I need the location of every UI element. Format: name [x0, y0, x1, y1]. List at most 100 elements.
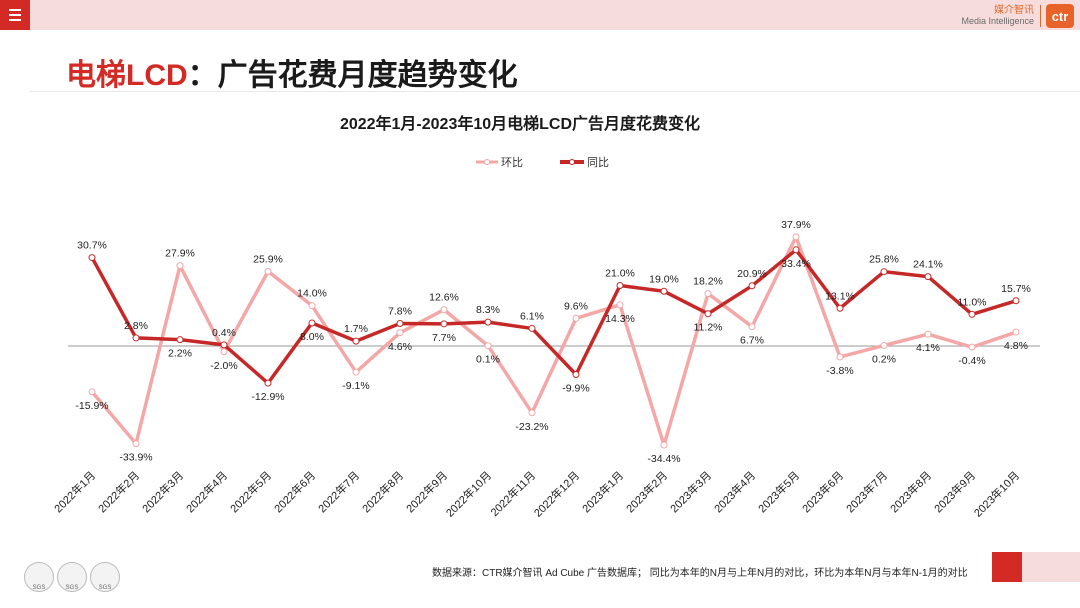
certification-badges: SGS SGS SGS	[24, 562, 120, 592]
data-point-yoy	[484, 318, 492, 326]
data-point-yoy	[968, 310, 976, 318]
data-point-yoy	[1012, 297, 1020, 305]
x-tick-label: 2023年6月	[799, 468, 846, 515]
data-point-yoy	[616, 282, 624, 290]
data-point-mom	[88, 388, 96, 396]
data-point-mom	[440, 306, 448, 314]
data-label-mom: -34.4%	[647, 453, 680, 465]
data-label-yoy: 1.7%	[344, 323, 368, 335]
data-label-mom: 0.2%	[872, 353, 896, 365]
x-tick-label: 2023年5月	[755, 468, 802, 515]
data-point-mom	[704, 290, 712, 298]
data-point-yoy	[88, 254, 96, 262]
data-label-yoy: 2.2%	[168, 348, 192, 360]
legend-label-mom: 环比	[501, 156, 523, 169]
data-label-yoy: 7.8%	[388, 306, 412, 318]
data-label-yoy: 33.4%	[781, 258, 811, 270]
data-label-mom: 14.0%	[297, 288, 327, 300]
data-label-mom: -3.8%	[826, 365, 853, 377]
logo-cn-text: 媒介智讯	[994, 5, 1034, 16]
data-point-yoy	[748, 282, 756, 290]
hamburger-menu-icon-line	[9, 19, 21, 21]
data-point-mom	[132, 440, 140, 448]
page-title-accent: 电梯LCD	[66, 59, 188, 92]
data-point-mom	[572, 314, 580, 322]
x-tick-label: 2022年6月	[271, 468, 318, 515]
hamburger-menu-icon	[9, 9, 21, 11]
chart-title: 2022年1月-2023年10月电梯LCD广告月度花费变化	[339, 116, 701, 133]
data-point-mom	[352, 368, 360, 376]
x-tick-label: 2022年4月	[183, 468, 230, 515]
x-tick-label: 2023年4月	[711, 468, 758, 515]
x-tick-label: 2022年3月	[139, 468, 186, 515]
x-tick-label: 2023年3月	[667, 468, 714, 515]
data-label-mom: 14.3%	[605, 313, 635, 325]
data-label-yoy: 30.7%	[77, 240, 107, 252]
data-label-mom: 4.8%	[1004, 340, 1028, 352]
data-point-mom	[660, 441, 668, 449]
data-point-yoy	[792, 246, 800, 254]
page-title-rest: ：广告花费月度趋势变化	[187, 59, 518, 92]
data-label-mom: -9.1%	[342, 380, 369, 392]
data-label-yoy: 6.1%	[520, 310, 544, 322]
data-label-yoy: 21.0%	[605, 268, 635, 280]
data-point-yoy	[660, 287, 668, 295]
footer-pink-block	[1022, 552, 1080, 582]
x-tick-label: 2022年1月	[51, 468, 98, 515]
data-point-yoy	[176, 336, 184, 344]
x-tick-label: 2023年8月	[887, 468, 934, 515]
data-label-mom: 9.6%	[564, 300, 588, 312]
data-label-mom: 4.1%	[916, 342, 940, 354]
data-label-mom: 6.7%	[740, 335, 764, 347]
footer-accent-block	[992, 552, 1022, 582]
data-label-mom: -33.9%	[119, 452, 152, 464]
x-tick-label: 2022年8月	[359, 468, 406, 515]
x-tick-label: 2023年7月	[843, 468, 890, 515]
data-point-yoy	[704, 310, 712, 318]
top-bar	[0, 0, 1080, 30]
data-point-mom	[176, 262, 184, 270]
data-point-yoy	[264, 379, 272, 387]
ctr-badge-icon: ctr	[1046, 4, 1074, 28]
data-label-mom: -23.2%	[515, 421, 548, 433]
data-point-yoy	[440, 320, 448, 328]
x-tick-label: 2023年1月	[579, 468, 626, 515]
cert-label: SGS	[32, 585, 46, 591]
data-label-mom: 0.1%	[476, 354, 500, 366]
data-label-mom: 4.6%	[388, 341, 412, 353]
data-label-yoy: 8.0%	[300, 331, 324, 343]
data-point-mom	[748, 323, 756, 331]
cert-label: SGS	[65, 585, 79, 591]
data-point-yoy	[396, 320, 404, 328]
data-label-mom: 25.9%	[253, 253, 283, 265]
x-tick-label: 2022年2月	[95, 468, 142, 515]
sgs-cert-icon: SGS	[57, 562, 87, 592]
page-title: 电梯LCD：广告花费月度趋势变化	[66, 50, 518, 94]
data-point-yoy	[836, 304, 844, 312]
ctr-logo: 媒介智讯 Media Intelligence ctr	[961, 4, 1074, 28]
data-point-mom	[792, 233, 800, 241]
data-point-mom	[1012, 328, 1020, 336]
menu-button[interactable]	[0, 0, 30, 30]
x-tick-label: 2022年10月	[443, 468, 494, 519]
x-tick-label: 2023年9月	[931, 468, 978, 515]
data-label-yoy: 8.3%	[476, 304, 500, 316]
data-point-yoy	[528, 324, 536, 332]
legend-marker-mom	[484, 159, 490, 165]
data-label-yoy: -12.9%	[251, 391, 284, 403]
data-point-mom	[880, 341, 888, 349]
logo-en-text: Media Intelligence	[961, 16, 1034, 26]
sgs-cert-icon: SGS	[24, 562, 54, 592]
data-label-yoy: 24.1%	[913, 259, 943, 271]
data-point-yoy	[132, 334, 140, 342]
legend-marker-yoy	[569, 159, 575, 165]
x-tick-label: 2022年11月	[487, 468, 538, 519]
x-tick-label: 2023年10月	[971, 468, 1022, 519]
data-point-mom	[616, 301, 624, 309]
data-label-yoy: 11.2%	[694, 322, 723, 334]
data-label-yoy: 20.9%	[737, 268, 767, 280]
data-point-mom	[220, 348, 228, 356]
hamburger-menu-icon-line	[9, 14, 21, 16]
data-point-mom	[836, 353, 844, 361]
